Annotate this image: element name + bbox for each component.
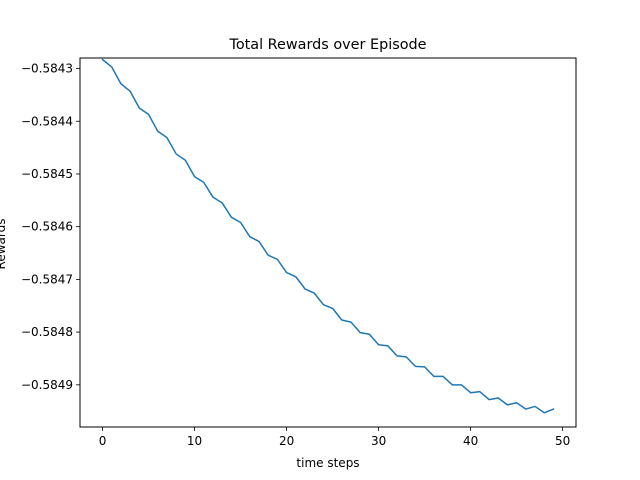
y-tick-label: −0.5848: [21, 325, 73, 339]
x-tick-label: 40: [463, 434, 478, 448]
y-axis: −0.5843 −0.5844 −0.5845 −0.5846 −0.5847 −0.58…: [21, 62, 80, 392]
y-tick-label: −0.5843: [21, 62, 73, 76]
x-tick-label: 50: [555, 434, 570, 448]
x-axis-title: time steps: [296, 456, 359, 470]
series-line-0: [101, 58, 555, 414]
axes-frame: [79, 57, 577, 428]
y-tick-label: −0.5849: [21, 378, 73, 392]
x-axis: 0 10 20 30 40 50: [99, 427, 570, 448]
y-tick-label: −0.5844: [21, 114, 73, 128]
x-tick-label: 0: [99, 434, 107, 448]
x-tick-label: 10: [187, 434, 202, 448]
x-tick-label: 30: [371, 434, 386, 448]
y-tick-label: −0.5845: [21, 167, 73, 181]
y-axis-title: Rewards: [0, 219, 8, 270]
x-tick-label: 20: [279, 434, 294, 448]
plot-area: [101, 58, 555, 414]
y-tick-label: −0.5847: [21, 272, 73, 286]
chart-title: Total Rewards over Episode: [228, 37, 426, 53]
y-tick-label: −0.5846: [21, 220, 73, 234]
